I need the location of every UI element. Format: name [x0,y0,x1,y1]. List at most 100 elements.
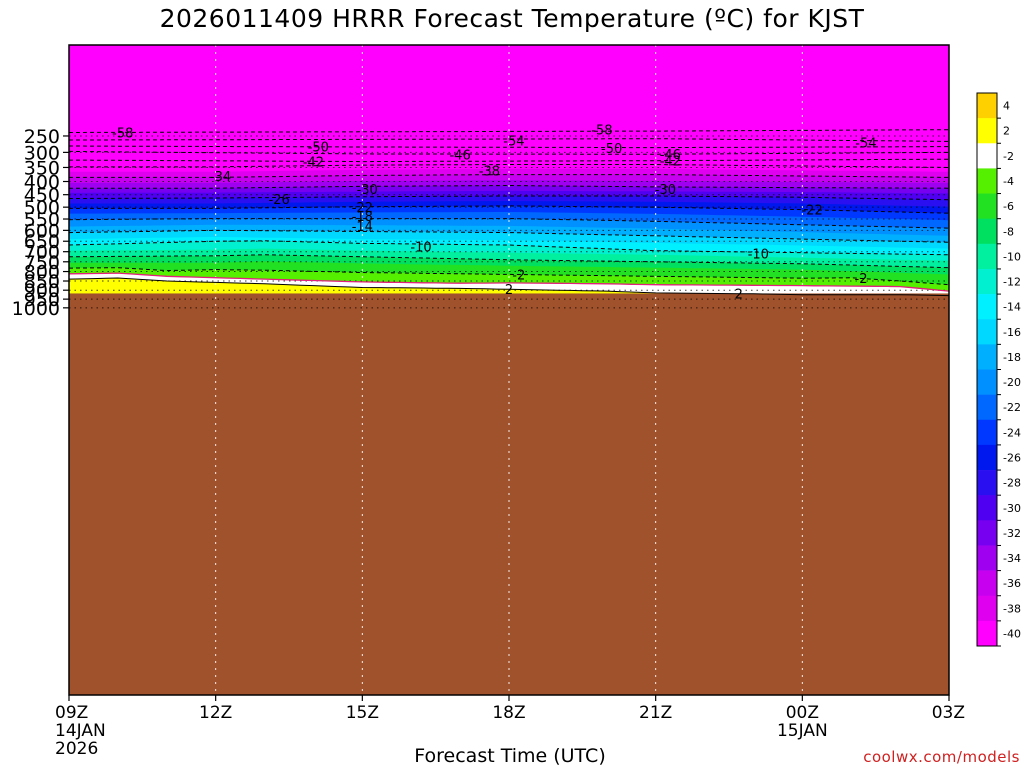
colorbar-swatch [977,520,997,546]
contour-label: -54 [855,137,876,152]
colorbar-swatch [977,319,997,345]
contour-label: -34 [210,170,231,185]
colorbar-swatch [977,93,997,119]
colorbar-swatch [977,168,997,194]
colorbar-label: -20 [1003,376,1021,389]
colorbar-swatch [977,444,997,471]
colorbar-label: -6 [1003,200,1014,213]
x-tick-label: 15Z [346,703,379,723]
y-tick-label: 250 [24,126,60,148]
colorbar-swatch [977,118,997,144]
y-tick-label: 450 [24,185,60,207]
colorbar-label: -34 [1003,552,1021,565]
x-tick-sublabel: 15JAN [777,721,828,741]
y-tick-label: 800 [24,262,60,284]
contour-label: 2 [735,287,743,302]
x-tick-label: 12Z [199,703,232,723]
colorbar-label: 2 [1003,125,1010,138]
contour-label: 2 [505,283,513,298]
contour-label: -58 [112,126,133,141]
contour-label: -2 [512,268,525,283]
colorbar-swatch [977,268,997,295]
contour-label: -22 [352,201,373,216]
colorbar-swatch [977,620,997,647]
colorbar-swatch [977,545,997,571]
contour-label: -22 [801,204,822,219]
colorbar-label: 4 [1003,100,1010,113]
contour-label: -18 [352,210,373,225]
colorbar-swatch [977,243,997,270]
colorbar-label: -40 [1003,627,1021,640]
colorbar-label: -30 [1003,502,1021,515]
colorbar-swatch [977,218,997,245]
colorbar-swatch [977,344,997,370]
contour-label-layer: -58 -58-54 -54-50 -50-46 -46-42 -42-38-34-30-… [112,123,876,302]
colorbar-label: -12 [1003,276,1021,289]
x-tick-label: 18Z [492,703,525,723]
x-tick-label: 21Z [639,703,672,723]
colorbar-label: -28 [1003,477,1021,490]
contour-label: -14 [352,220,373,235]
x-tick-label: 00Z [786,703,819,723]
colorbar-swatch [977,143,997,169]
contour-label: -30 [357,183,378,198]
contour-label: -26 [269,193,290,208]
contour-label: -58 [591,123,612,138]
colorbar-swatch [977,193,997,219]
colorbar-label: -24 [1003,426,1021,439]
freezing-line [69,272,949,292]
colorbar-label: -38 [1003,602,1021,615]
y-tick-label: 350 [24,157,60,179]
contour-label: -46 [660,148,681,163]
colorbar-swatch [977,595,997,622]
colorbar-label: -16 [1003,326,1021,339]
y-tick-label: 900 [24,280,60,302]
contour-label: -2 [855,272,868,287]
colorbar-label: -14 [1003,301,1021,314]
colorbar-swatch [977,495,997,521]
contour-label: -10 [410,241,431,256]
contour-label: -42 [660,155,681,170]
y-tick-label: 550 [24,209,60,231]
y-tick-label: 700 [24,242,60,264]
contour-label: -30 [655,183,676,198]
colorbar-label: -2 [1003,150,1014,163]
y-axis: 2503003504004505005506006507007508008509… [12,126,69,320]
contour-label: -54 [503,135,524,150]
colorbar-label: -10 [1003,250,1021,263]
colorbar-label: -4 [1003,175,1014,188]
colorbar-swatch [977,570,997,597]
colorbar-label: -22 [1003,401,1021,414]
colorbar-swatch [977,394,997,421]
colorbar-swatch [977,369,997,395]
contour-label: -46 [449,149,470,164]
y-tick-label: 1000 [12,298,60,320]
contour-label: -38 [479,164,500,179]
x-tick-sublabel: 2026 [55,739,98,759]
contour-line [69,277,949,297]
source-credit: coolwx.com/models [863,748,1020,766]
y-tick-label: 600 [24,220,60,242]
x-axis-title: Forecast Time (UTC) [414,745,606,767]
colorbar-label: -18 [1003,351,1021,364]
colorbar-swatch [977,419,997,446]
colorbar-label: -36 [1003,577,1021,590]
grid-layer [69,45,949,695]
contour-label: -50 [308,141,329,156]
contour-label: -42 [303,156,324,171]
y-tick-label: 500 [24,197,60,219]
y-tick-label: 850 [24,271,60,293]
chart-title: 2026011409 HRRR Forecast Temperature (ºC… [159,4,865,33]
y-tick-label: 750 [24,252,60,274]
y-tick-label: 400 [24,172,60,194]
x-tick-sublabel: 14JAN [55,721,106,741]
colorbar-label: -32 [1003,527,1021,540]
colorbar-swatch [977,470,997,496]
y-tick-label: 650 [24,231,60,253]
y-tick-label: 950 [24,289,60,311]
contour-label: -50 [601,142,622,157]
colorbar-label: -26 [1003,451,1021,464]
y-tick-label: 300 [24,142,60,164]
